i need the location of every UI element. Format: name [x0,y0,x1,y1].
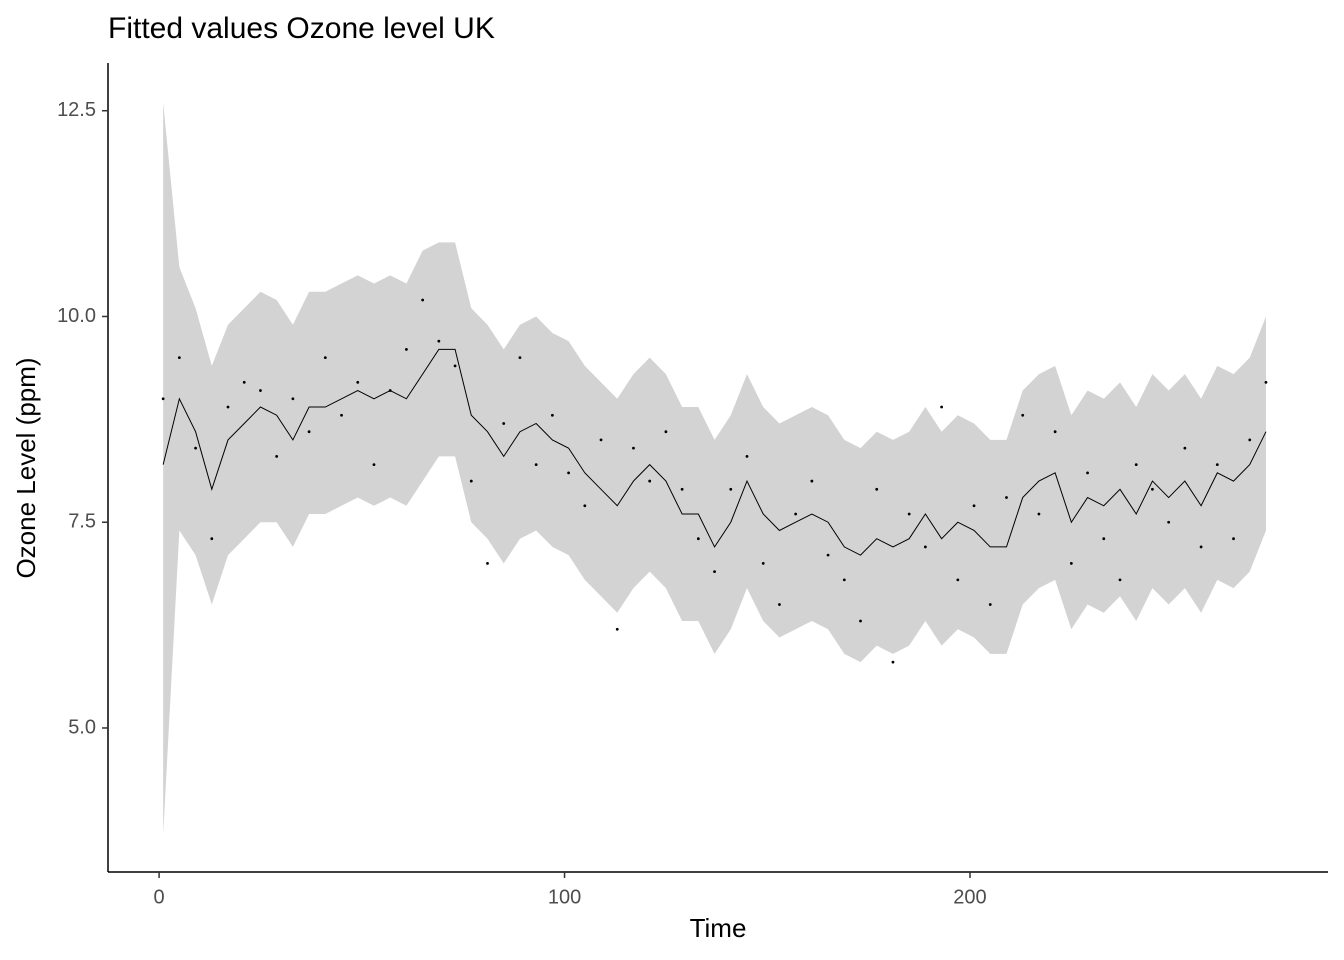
observed-point [1183,446,1187,450]
observed-point [405,348,408,351]
observed-point [826,553,830,557]
observed-point [1005,496,1008,499]
observed-point [891,660,895,664]
observed-point [1151,487,1154,491]
observed-point [940,405,944,409]
observed-point [729,487,733,491]
observed-point [1232,537,1235,541]
observed-point [1215,463,1219,467]
observed-point [259,389,262,392]
observed-point [988,603,992,606]
observed-point [226,405,230,409]
y-axis-title: Ozone Level (ppm) [11,357,41,578]
observed-point [502,422,506,425]
observed-point [842,578,846,582]
observed-point [550,413,554,417]
observed-point [486,561,489,565]
observed-point [583,504,587,508]
y-tick-label: 12.5 [57,99,96,121]
observed-point [161,397,165,401]
observed-point [599,438,603,442]
observed-point [745,454,749,458]
observed-point [696,537,700,541]
observed-point [664,430,668,434]
observed-point [453,364,457,368]
observed-point [1199,545,1203,549]
observed-point [810,479,814,483]
observed-point [615,627,619,631]
observed-point [372,463,376,467]
observed-point [356,380,360,384]
observed-point [210,537,214,541]
observed-point [275,454,279,458]
observed-point [761,561,765,565]
observed-point [194,446,197,450]
y-tick-label: 5.0 [68,716,96,738]
observed-point [1264,380,1268,384]
observed-point [1069,561,1073,565]
observed-point [518,356,522,360]
fitted-line [162,348,1267,556]
observed-point [1118,578,1122,582]
observed-point [972,504,976,508]
observed-point [567,471,570,475]
observed-point [713,570,716,574]
x-tick-label: 200 [953,886,986,908]
chart-title: Fitted values Ozone level UK [108,12,495,45]
confidence-band [163,102,1266,835]
observed-point [323,356,327,360]
observed-point [1248,438,1252,442]
y-tick-label: 7.5 [68,511,96,533]
observed-point [907,512,911,516]
x-tick-label: 0 [154,886,165,908]
observed-point [956,578,960,582]
observed-point [177,356,181,360]
observed-point [1102,537,1106,541]
observed-point [794,512,798,516]
observed-point [875,487,879,491]
observed-point [1134,463,1138,467]
observed-point [340,413,343,417]
observed-point [1037,512,1041,516]
observed-point [1021,413,1025,417]
x-axis-title: Time [690,913,747,943]
observed-point [437,339,441,343]
observed-point [648,479,652,483]
observed-point [859,619,862,623]
observed-point [680,487,684,491]
observed-point [421,298,425,302]
observed-point [923,545,927,549]
observed-point [291,397,295,401]
y-tick-label: 10.0 [57,305,96,327]
observed-point [307,430,311,434]
observed-point [469,479,473,483]
observed-point [778,603,781,606]
observed-point [1167,520,1171,524]
observed-point [1086,471,1089,475]
observed-point [632,446,635,450]
observed-point [388,389,392,392]
observed-point [242,380,246,384]
x-tick-label: 100 [548,886,581,908]
observed-point [1053,430,1057,434]
observed-point [534,463,538,467]
